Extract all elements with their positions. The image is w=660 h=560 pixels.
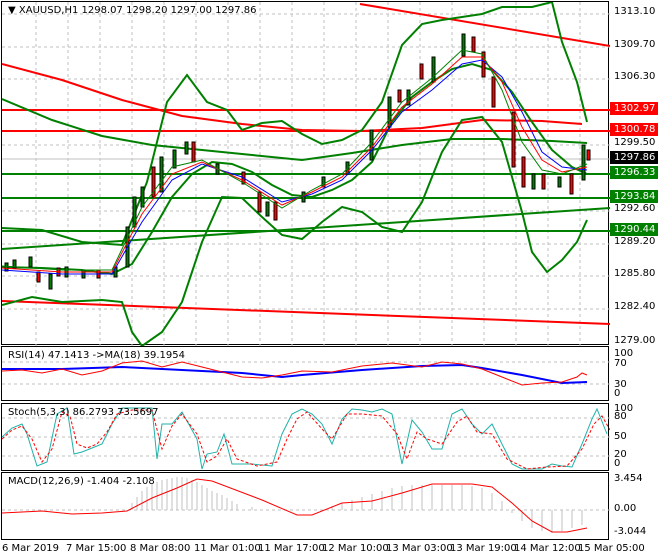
time-label: 13 Mar 19:00 bbox=[450, 543, 517, 554]
price-tick: 1299.50 bbox=[614, 137, 656, 148]
macd-title: MACD(12,26,9) -1.404 -2.108 bbox=[8, 476, 155, 487]
macd-tick: -3.044 bbox=[614, 526, 647, 537]
macd-tick: 3.454 bbox=[614, 473, 643, 484]
macd-canvas bbox=[2, 477, 610, 533]
stoch-tick: 100 bbox=[614, 403, 634, 414]
price-tick: 1289.20 bbox=[614, 236, 656, 247]
low-value: 1297.00 bbox=[170, 5, 212, 16]
symbol-label: XAUUSD,H1 bbox=[18, 5, 79, 16]
price-tick: 1309.70 bbox=[614, 39, 656, 50]
stoch-axis: 100 80 50 20 0 bbox=[610, 403, 660, 471]
stoch-tick: 0 bbox=[614, 458, 621, 469]
time-label: 15 Mar 05:00 bbox=[578, 543, 645, 554]
macd-histogram bbox=[131, 477, 583, 533]
macd-panel[interactable]: MACD(12,26,9) -1.404 -2.108 bbox=[1, 472, 610, 540]
close-value: 1297.86 bbox=[215, 5, 257, 16]
time-label: 14 Mar 12:00 bbox=[514, 543, 581, 554]
time-label: 12 Mar 10:00 bbox=[322, 543, 389, 554]
price-tick: 1292.60 bbox=[614, 203, 656, 214]
stoch-tick: 50 bbox=[614, 431, 627, 442]
high-value: 1298.20 bbox=[126, 5, 168, 16]
main-chart-canvas bbox=[2, 2, 610, 346]
stoch-canvas bbox=[2, 407, 610, 470]
support-tag: 1290.44 bbox=[610, 223, 658, 236]
rsi-tick: 70 bbox=[614, 358, 627, 369]
rsi-axis: 100 70 30 0 bbox=[610, 346, 660, 401]
resistance-tag: 1302.97 bbox=[610, 102, 658, 115]
stoch-tick: 80 bbox=[614, 411, 627, 422]
resistance-tag: 1300.78 bbox=[610, 123, 658, 136]
macd-tick: 0.00 bbox=[614, 503, 637, 514]
rsi-canvas bbox=[2, 360, 610, 386]
rsi-tick: 0 bbox=[614, 388, 621, 399]
rsi-tick: 100 bbox=[614, 348, 634, 359]
stoch-title: Stoch(5,3,3) 86.2793 73.5697 bbox=[8, 407, 159, 418]
price-tick: 1282.40 bbox=[614, 301, 656, 312]
rsi-panel[interactable]: RSI(14) 47.1413 ->MA(18) 39.1954 bbox=[1, 346, 610, 401]
time-label: 6 Mar 2019 bbox=[2, 543, 60, 554]
stoch-tick: 20 bbox=[614, 449, 627, 460]
rsi-title: RSI(14) 47.1413 ->MA(18) 39.1954 bbox=[8, 350, 185, 361]
candlesticks bbox=[4, 33, 591, 290]
rsi-tick: 30 bbox=[614, 379, 627, 390]
collapse-arrow-icon[interactable]: ▼ bbox=[8, 5, 16, 16]
current-price-tag: 1297.86 bbox=[610, 151, 658, 164]
open-value: 1298.07 bbox=[81, 5, 123, 16]
main-chart-panel[interactable]: ▼ XAUUSD,H1 1298.07 1298.20 1297.00 1297… bbox=[1, 1, 610, 346]
support-tag: 1296.33 bbox=[610, 166, 658, 179]
time-label: 7 Mar 15:00 bbox=[66, 543, 127, 554]
price-tick: 1306.30 bbox=[614, 71, 656, 82]
macd-axis: 3.454 0.00 -3.044 bbox=[610, 472, 660, 540]
price-tick: 1285.80 bbox=[614, 268, 656, 279]
time-label: 11 Mar 17:00 bbox=[258, 543, 325, 554]
time-label: 13 Mar 03:00 bbox=[386, 543, 453, 554]
price-tick: 1279.00 bbox=[614, 335, 656, 346]
price-axis: 1313.10 1309.70 1306.30 1299.50 1292.60 … bbox=[610, 0, 660, 346]
time-label: 11 Mar 01:00 bbox=[194, 543, 261, 554]
price-tick: 1313.10 bbox=[614, 6, 656, 17]
main-chart-title: ▼ XAUUSD,H1 1298.07 1298.20 1297.00 1297… bbox=[8, 5, 257, 16]
support-tag: 1293.84 bbox=[610, 190, 658, 203]
stoch-panel[interactable]: Stoch(5,3,3) 86.2793 73.5697 bbox=[1, 403, 610, 471]
time-label: 8 Mar 08:00 bbox=[130, 543, 191, 554]
